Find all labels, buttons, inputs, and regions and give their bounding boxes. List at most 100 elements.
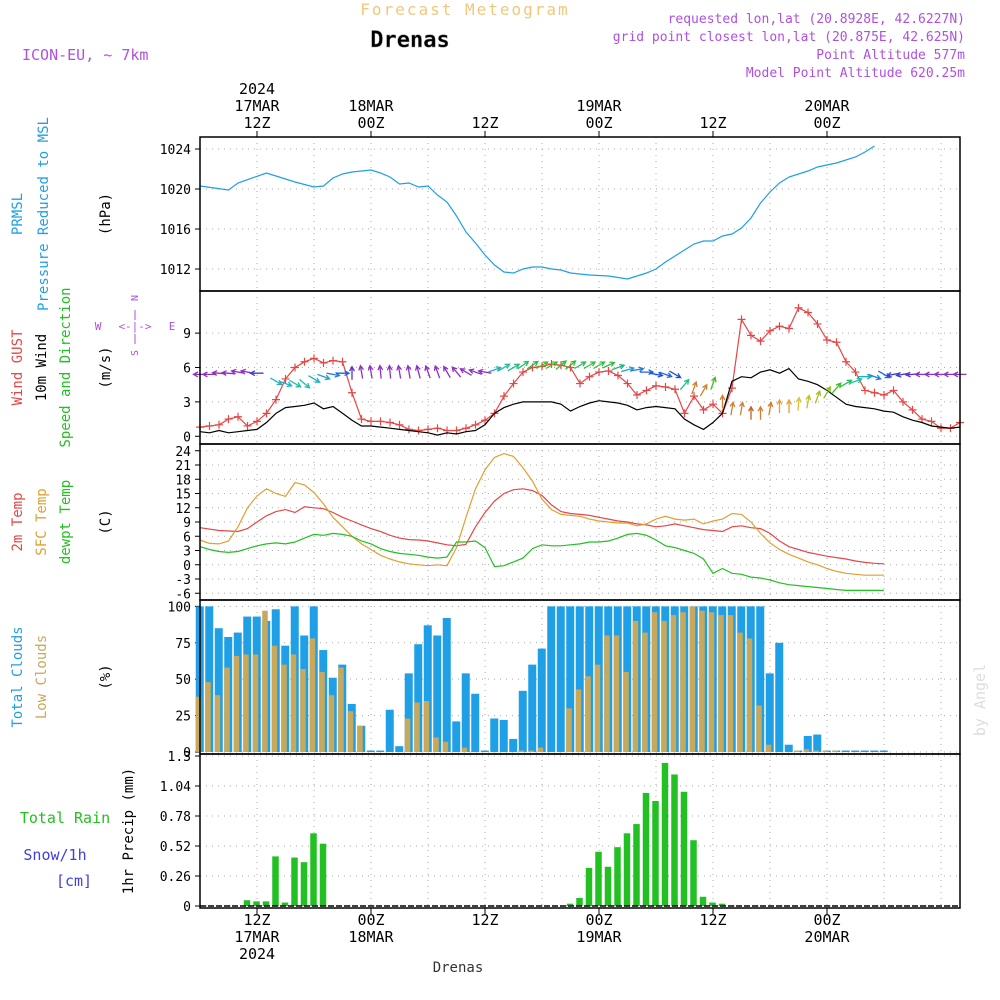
y-axis-label: (hPa) (98, 193, 114, 235)
total-cloud-bar (775, 642, 784, 752)
gust-marker (262, 409, 271, 418)
gust-marker (737, 315, 746, 324)
wind-arrow (602, 361, 616, 369)
bottom-location: Drenas (433, 960, 484, 976)
low-cloud-bar (300, 668, 306, 752)
low-cloud-bar (214, 695, 221, 752)
low-cloud-bar (813, 750, 819, 752)
wind-arrow (885, 371, 901, 378)
low-cloud-bar (537, 747, 544, 752)
wind-arrow (545, 361, 559, 370)
rain-bar (699, 896, 707, 906)
gust-marker (927, 417, 936, 426)
gust-marker (376, 417, 385, 426)
y-axis-label: dewpt Temp (58, 480, 74, 564)
low-cloud-bar (328, 695, 335, 752)
y-tick-label: 0 (183, 559, 191, 574)
low-cloud-bar (461, 747, 468, 752)
y-tick-label: 3 (183, 396, 191, 411)
gust-marker (224, 415, 233, 424)
gust-marker (291, 363, 299, 372)
total-cloud-bar (575, 606, 584, 752)
wind-arrow (377, 364, 384, 379)
total-cloud-bar (879, 750, 888, 752)
wind-arrow (477, 368, 492, 375)
low-cloud-bar (528, 750, 534, 752)
rain-bar (690, 840, 697, 906)
gust-marker (272, 395, 280, 404)
gust-marker (709, 400, 717, 409)
gust-marker (253, 417, 261, 426)
wind-arrow (230, 368, 245, 375)
rain-bar (300, 862, 308, 906)
gust-marker (870, 388, 879, 397)
wind-arrow (814, 389, 822, 404)
total-cloud-bar (433, 635, 442, 752)
gust-marker (804, 308, 812, 317)
top-time-label: 12Z (699, 114, 726, 132)
bottom-time-label: 18MAR (348, 928, 394, 946)
rain-bar (652, 801, 659, 906)
low-cloud-bar (319, 671, 325, 752)
y-axis-label: Wind GUST (10, 329, 26, 405)
rain-bar (585, 867, 593, 906)
low-cloud-bar (737, 632, 743, 752)
wind-arrow (831, 382, 842, 394)
gust-marker (215, 420, 223, 429)
low-cloud-bar (661, 620, 667, 752)
wind-arrow (805, 394, 812, 409)
gust-marker (433, 424, 442, 433)
wind-arrow (583, 361, 597, 370)
wind-arrow (367, 364, 374, 379)
wind-arrow (424, 364, 431, 379)
gust-marker (395, 420, 404, 429)
total-cloud-bar (395, 746, 404, 752)
gust-marker (794, 303, 803, 312)
y-axis-label: Total Clouds (10, 626, 26, 727)
top-time-label: 00Z (357, 114, 384, 132)
gust-marker (699, 405, 708, 414)
total-cloud-bar (784, 744, 793, 752)
low-cloud-bar (765, 744, 772, 752)
gust-marker (462, 424, 470, 433)
header: Forecast Meteogram Drenas ICON-EU, ~ 7km… (22, 0, 965, 81)
compass-e: E (169, 320, 176, 333)
total-cloud-bar (556, 606, 565, 752)
low-cloud-bar (746, 638, 753, 752)
compass-n: N (130, 295, 141, 301)
bottom-time-label: 19MAR (576, 928, 622, 946)
wind-arrow (669, 370, 682, 379)
rain-bar (262, 901, 270, 906)
total-cloud-bar (404, 673, 413, 752)
y-tick-label: 1024 (160, 143, 191, 158)
wind-arrow (699, 383, 708, 397)
point-altitude: Point Altitude 577m (816, 48, 965, 63)
wind-arrow (757, 405, 764, 420)
total-cloud-bar (537, 648, 546, 752)
wind-arrow (459, 368, 472, 376)
low-cloud-bar (252, 654, 259, 752)
wind-arrow (289, 379, 302, 388)
gust-marker (281, 374, 290, 383)
y-tick-label: 0 (183, 746, 191, 761)
gust-marker (851, 368, 860, 377)
gust-marker (348, 388, 356, 397)
low-cloud-bar (271, 645, 278, 752)
low-cloud-bar (803, 749, 810, 752)
total-cloud-bar (376, 750, 385, 752)
low-cloud-bar (518, 750, 525, 752)
total-cloud-bar (452, 721, 461, 752)
y-tick-label: 0.52 (160, 840, 191, 855)
rain-bar (566, 903, 574, 906)
gust-marker (671, 385, 679, 394)
low-cloud-bar (195, 696, 202, 752)
y-tick-label: 50 (175, 673, 191, 688)
y-tick-label: 1.3 (168, 750, 191, 765)
low-cloud-bar (680, 612, 686, 752)
total-cloud-bar (566, 606, 575, 752)
gust-marker (766, 326, 774, 335)
total-cloud-bar (851, 750, 860, 752)
y-axis-label: SFC Temp (34, 488, 50, 555)
wind-arrow (849, 377, 863, 385)
